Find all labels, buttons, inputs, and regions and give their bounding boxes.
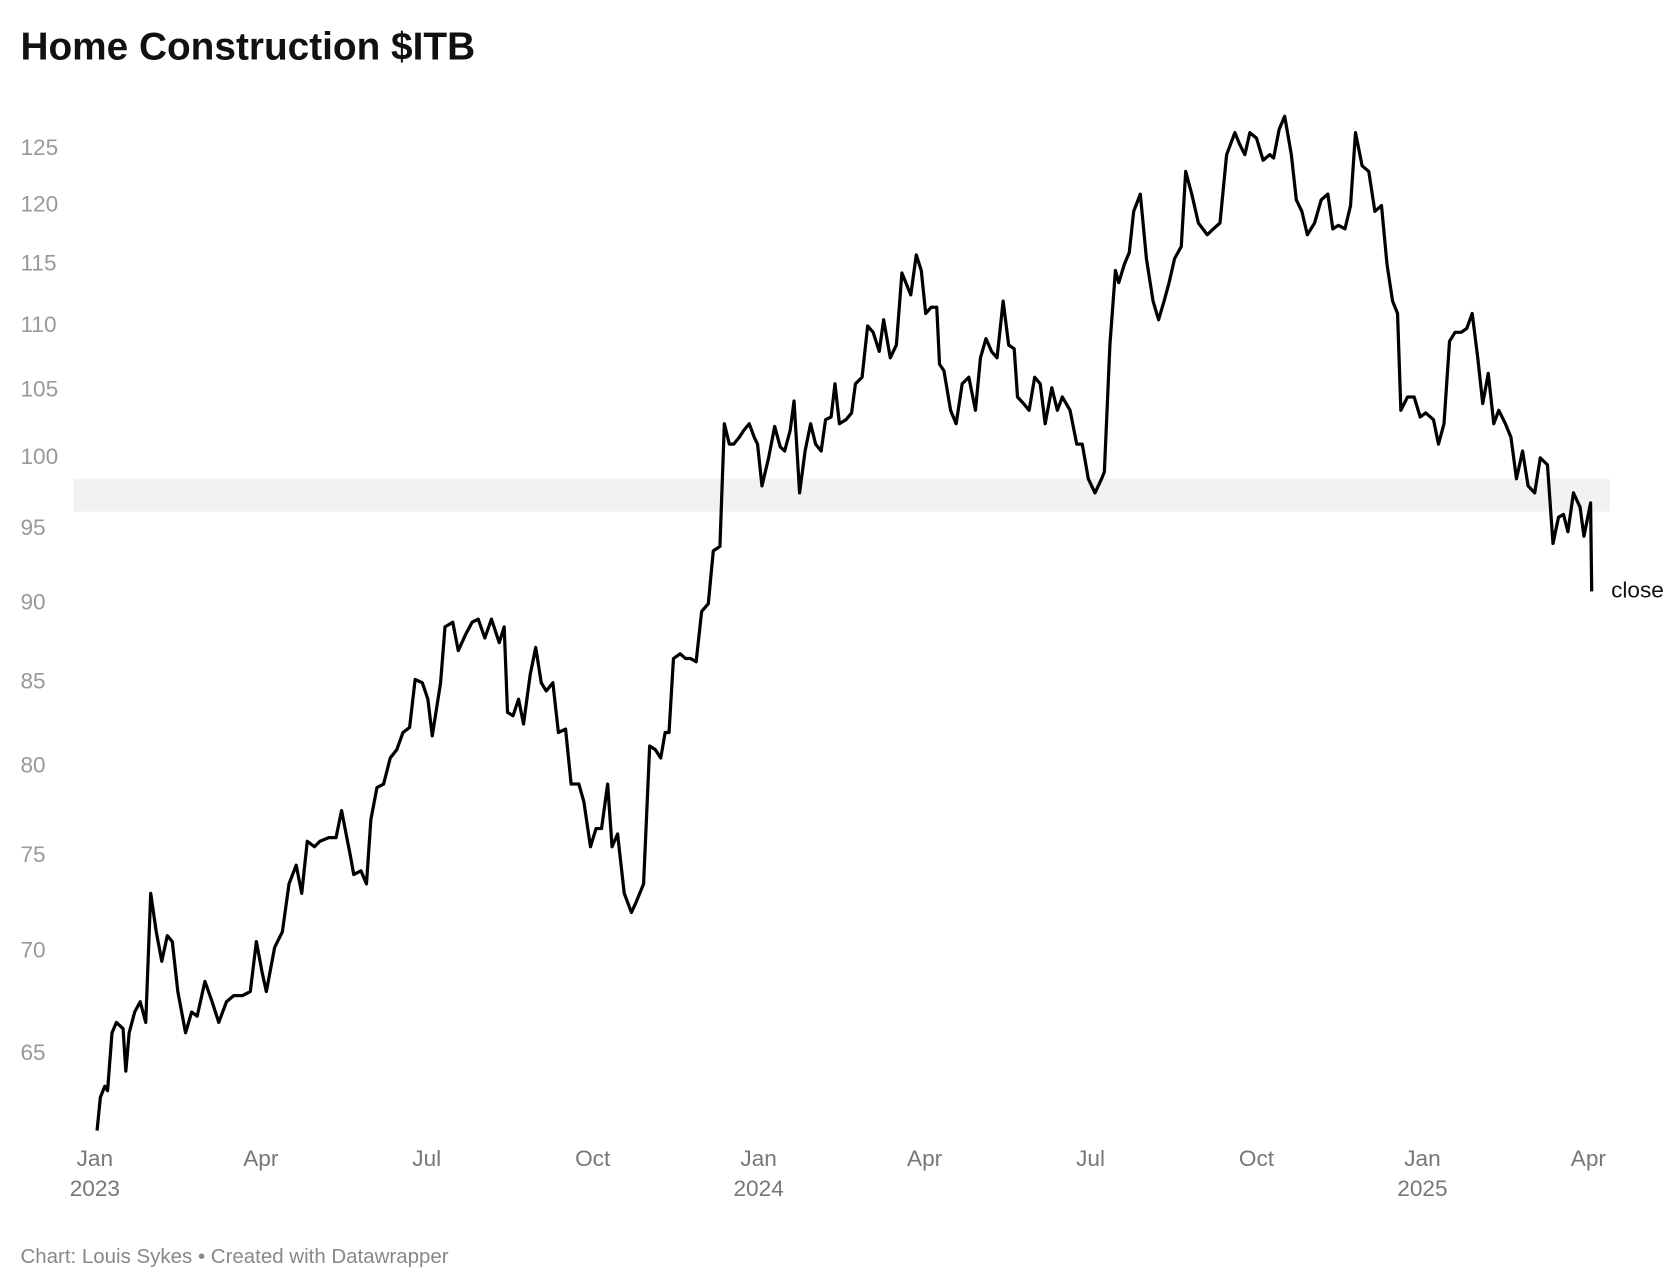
x-tick-label: Jul — [1076, 1146, 1105, 1171]
y-tick-label: 110 — [20, 312, 56, 337]
y-tick-label: 105 — [20, 376, 58, 401]
x-tick-label: Jan 2023 — [70, 1146, 120, 1201]
y-tick-label: 80 — [20, 753, 45, 778]
y-tick-label: 100 — [20, 444, 58, 469]
x-tick-label: Oct — [1239, 1146, 1275, 1171]
x-tick-label: Jul — [412, 1146, 441, 1171]
footer: Chart: Louis Sykes • Created with Datawr… — [20, 1245, 448, 1268]
x-tick-label: Apr — [907, 1146, 943, 1171]
x-tick-label: Apr — [243, 1146, 279, 1171]
x-tick-label: Oct — [575, 1146, 611, 1171]
y-tick-label: 125 — [20, 135, 58, 160]
y-tick-label: 120 — [20, 192, 58, 217]
x-tick-label: Apr — [1571, 1146, 1607, 1171]
y-tick-label: 75 — [20, 842, 45, 867]
price-line — [95, 114, 1594, 1131]
y-tick-label: 90 — [20, 590, 45, 615]
y-tick-label: 115 — [20, 250, 56, 275]
y-tick-label: 65 — [20, 1040, 45, 1065]
y-tick-label: 95 — [20, 515, 45, 540]
y-tick-label: 85 — [20, 669, 45, 694]
highlight-band — [73, 478, 1610, 512]
line-label: close — [1611, 577, 1664, 602]
x-tick-label: Jan 2025 — [1397, 1146, 1447, 1201]
y-tick-label: 70 — [20, 937, 45, 962]
chart-title: Home Construction $ITB — [20, 25, 475, 68]
x-tick-label: Jan 2024 — [733, 1146, 783, 1201]
